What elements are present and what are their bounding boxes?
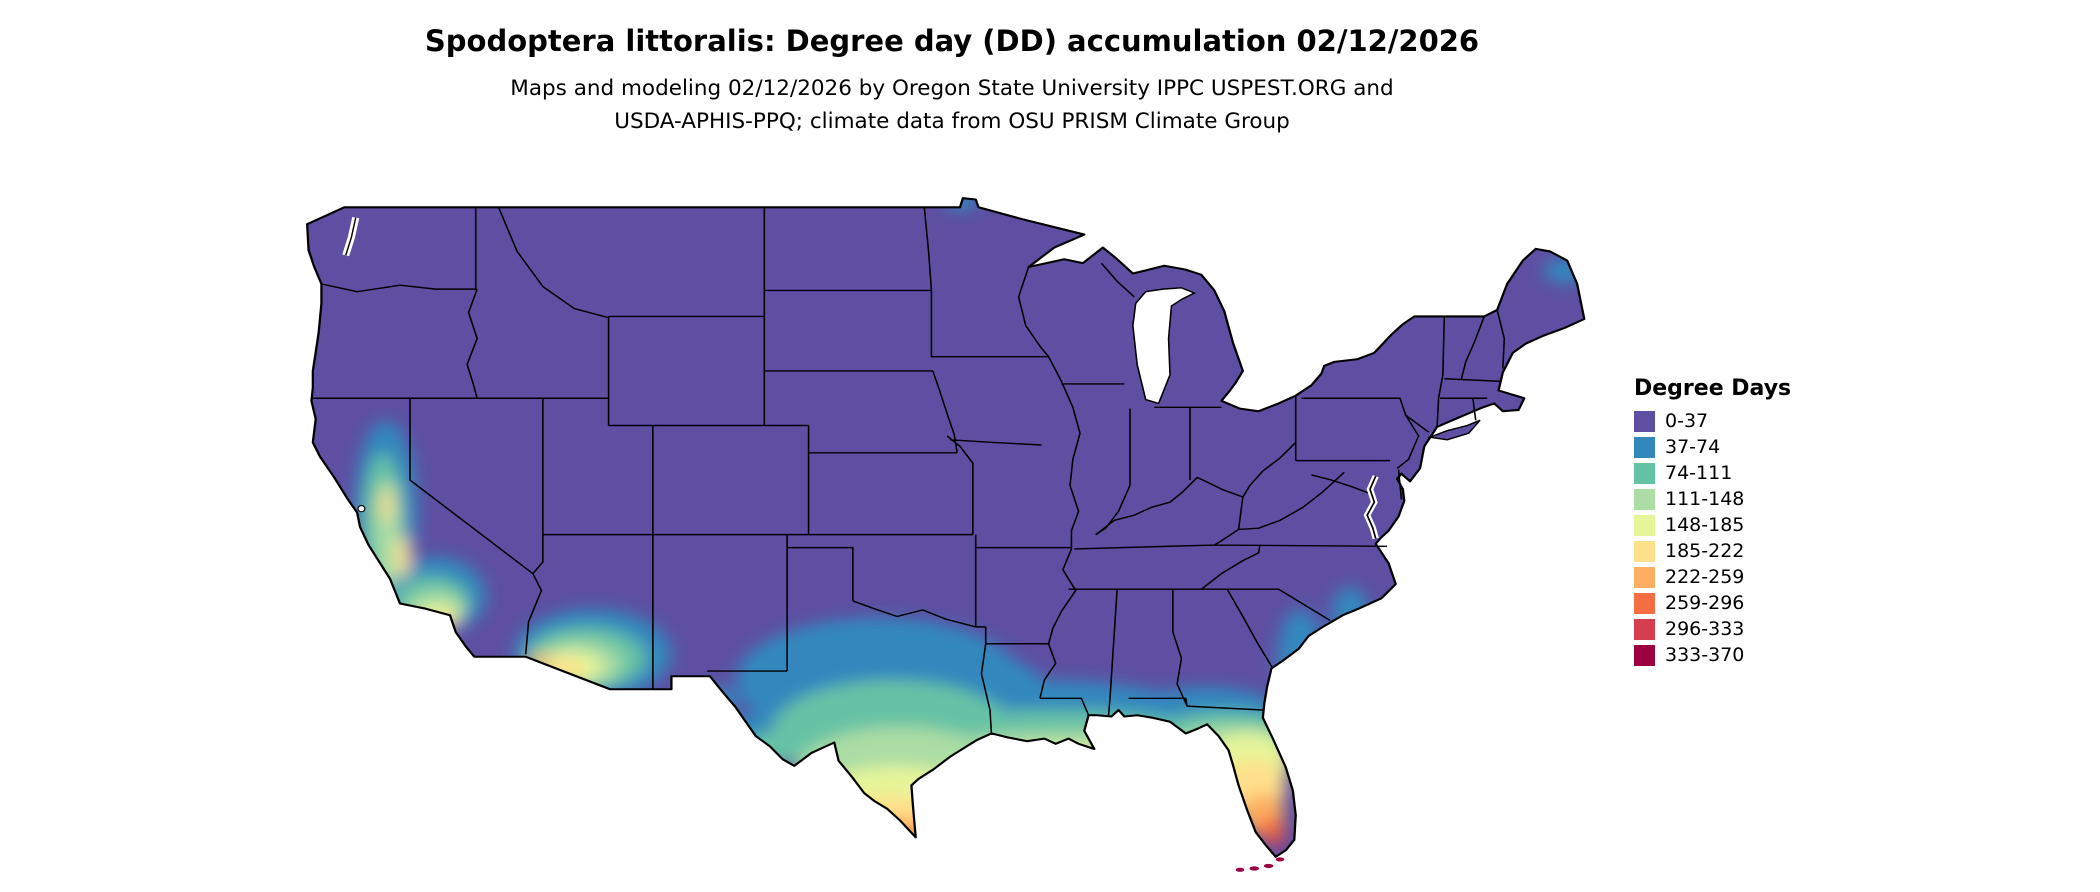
legend-title: Degree Days bbox=[1634, 376, 1792, 401]
legend-label: 185-222 bbox=[1665, 540, 1745, 562]
map-header: Spodoptera littoralis: Degree day (DD) a… bbox=[0, 24, 1904, 138]
legend-swatch bbox=[1634, 593, 1655, 614]
legend-item: 259-296 bbox=[1634, 593, 1854, 614]
legend-swatch bbox=[1634, 489, 1655, 510]
legend-item: 333-370 bbox=[1634, 645, 1854, 666]
map-subtitle: Maps and modeling 02/12/2026 by Oregon S… bbox=[0, 72, 1904, 138]
map-subtitle-line2: USDA-APHIS-PPQ; climate data from OSU PR… bbox=[614, 109, 1290, 134]
legend-item: 37-74 bbox=[1634, 437, 1854, 458]
state-borders bbox=[312, 207, 1506, 734]
us-map-svg bbox=[306, 197, 1586, 872]
country-outline bbox=[306, 197, 1586, 858]
lake-michigan bbox=[1132, 287, 1197, 405]
puget-sound bbox=[342, 217, 360, 257]
legend-label: 222-259 bbox=[1665, 566, 1745, 588]
map-subtitle-line1: Maps and modeling 02/12/2026 by Oregon S… bbox=[510, 76, 1394, 101]
legend-swatch bbox=[1634, 463, 1655, 484]
florida-keys-dots bbox=[1235, 857, 1285, 872]
legend-item: 296-333 bbox=[1634, 619, 1854, 640]
map-title: Spodoptera littoralis: Degree day (DD) a… bbox=[424, 24, 1480, 58]
legend-item: 0-37 bbox=[1634, 411, 1854, 432]
long-island bbox=[1427, 419, 1481, 441]
great-lakes bbox=[1132, 287, 1197, 405]
legend-label: 333-370 bbox=[1665, 644, 1745, 666]
legend-item: 74-111 bbox=[1634, 463, 1854, 484]
legend-swatch bbox=[1634, 619, 1655, 640]
legend-items: 0-37 37-74 74-111 111-148 148-185 185-222 222-… bbox=[1634, 411, 1854, 666]
legend-swatch bbox=[1634, 437, 1655, 458]
chesapeake-bay bbox=[1363, 475, 1379, 540]
legend-label: 148-185 bbox=[1665, 514, 1745, 536]
legend: Degree Days 0-37 37-74 74-111 111-148 148-18… bbox=[1634, 376, 1854, 671]
legend-label: 37-74 bbox=[1665, 436, 1721, 458]
legend-swatch bbox=[1634, 567, 1655, 588]
legend-swatch bbox=[1634, 645, 1655, 666]
us-map bbox=[300, 180, 1600, 888]
legend-label: 0-37 bbox=[1665, 410, 1709, 432]
legend-item: 185-222 bbox=[1634, 541, 1854, 562]
legend-item: 111-148 bbox=[1634, 489, 1854, 510]
legend-item: 222-259 bbox=[1634, 567, 1854, 588]
legend-label: 259-296 bbox=[1665, 592, 1745, 614]
legend-swatch bbox=[1634, 541, 1655, 562]
legend-label: 111-148 bbox=[1665, 488, 1745, 510]
san-francisco-bay bbox=[357, 505, 366, 513]
legend-item: 148-185 bbox=[1634, 515, 1854, 536]
legend-label: 296-333 bbox=[1665, 618, 1745, 640]
legend-swatch bbox=[1634, 411, 1655, 432]
legend-swatch bbox=[1634, 515, 1655, 536]
legend-label: 74-111 bbox=[1665, 462, 1733, 484]
base-land bbox=[307, 198, 1585, 857]
